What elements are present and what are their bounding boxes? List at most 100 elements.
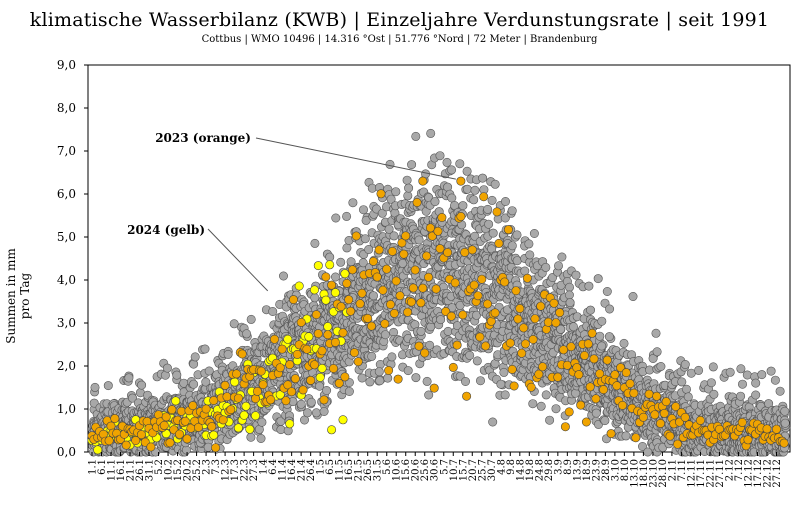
data-point-2023	[353, 357, 363, 367]
data-point-2023	[327, 280, 337, 290]
data-point-2023	[296, 317, 306, 327]
data-point-2023	[423, 272, 433, 282]
data-point	[296, 399, 306, 409]
data-point-2023	[281, 396, 291, 406]
data-point-2023	[256, 366, 266, 376]
y-tick-label: 9,0	[57, 58, 76, 72]
data-point	[780, 418, 790, 428]
data-point-2023	[298, 385, 308, 395]
data-point-2023	[665, 431, 675, 441]
data-point-2023	[555, 308, 565, 318]
data-point	[597, 316, 607, 326]
data-point-2023	[218, 415, 228, 425]
data-point	[585, 305, 595, 315]
y-tick-label: 5,0	[57, 230, 76, 244]
data-point	[200, 344, 210, 354]
data-point	[751, 378, 761, 388]
data-point	[430, 197, 440, 207]
data-point	[545, 415, 555, 425]
data-point-2023	[321, 272, 331, 282]
data-point	[780, 406, 790, 416]
data-point	[330, 272, 340, 282]
data-point-2023	[481, 341, 491, 351]
data-point	[374, 367, 384, 377]
data-point	[319, 406, 329, 416]
data-point	[416, 326, 426, 336]
data-point	[137, 380, 147, 390]
data-point	[204, 366, 214, 376]
data-point-2023	[467, 245, 477, 255]
data-point-2023	[625, 379, 635, 389]
data-point-2023	[661, 397, 671, 407]
data-point	[500, 390, 510, 400]
data-point	[278, 271, 288, 281]
data-point-2023	[435, 244, 445, 254]
data-point-2023	[610, 370, 620, 380]
data-point-2023	[410, 265, 420, 275]
data-point-2023	[269, 334, 279, 344]
data-point-2023	[222, 392, 232, 402]
data-point-2023	[104, 436, 114, 446]
data-point	[375, 376, 385, 386]
data-point	[342, 243, 352, 253]
data-point	[257, 417, 267, 427]
data-point-2023	[412, 198, 422, 208]
data-point	[360, 234, 370, 244]
data-point	[584, 281, 594, 291]
data-point	[422, 376, 432, 386]
data-point	[162, 363, 172, 373]
data-point-2024	[330, 288, 340, 298]
data-point-2023	[492, 207, 502, 217]
data-point-2023	[382, 264, 392, 274]
data-point	[426, 322, 436, 332]
data-point-2023	[482, 299, 492, 309]
data-point-2023	[522, 273, 532, 283]
data-point-2023	[564, 407, 574, 417]
data-point	[190, 352, 200, 362]
data-point-2023	[226, 405, 236, 415]
data-point	[512, 230, 522, 240]
data-point-2023	[576, 400, 586, 410]
data-point-2023	[458, 310, 468, 320]
data-point	[507, 206, 517, 216]
data-point-2023	[165, 438, 175, 448]
data-point	[447, 165, 457, 175]
data-point-2023	[288, 295, 298, 305]
data-point-2023	[176, 406, 186, 416]
data-point	[488, 417, 498, 427]
data-point-2023	[606, 429, 616, 439]
data-point-2023	[469, 280, 479, 290]
data-point	[680, 359, 690, 369]
data-point-2024	[285, 419, 295, 429]
data-point	[571, 270, 581, 280]
data-point-2023	[602, 355, 612, 365]
data-point-2023	[233, 393, 243, 403]
data-point-2023	[543, 317, 553, 327]
data-point	[89, 398, 99, 408]
data-point-2023	[384, 365, 394, 375]
data-point-2023	[477, 274, 487, 284]
data-point-2023	[494, 238, 504, 248]
data-point	[736, 391, 746, 401]
data-point	[628, 291, 638, 301]
data-point-2023	[110, 413, 120, 423]
data-point	[541, 262, 551, 272]
data-point-2023	[612, 381, 622, 391]
data-point	[426, 128, 436, 138]
data-point	[344, 386, 354, 396]
data-point-2023	[406, 297, 416, 307]
data-point-2023	[237, 349, 247, 359]
data-point-2023	[515, 303, 525, 313]
y-tick-label: 2,0	[57, 359, 76, 373]
data-point-2023	[252, 386, 262, 396]
data-point	[604, 332, 614, 342]
data-point	[487, 195, 497, 205]
data-point-2023	[275, 363, 285, 373]
data-point-2024	[239, 410, 249, 420]
data-point	[442, 157, 452, 167]
data-point-2023	[387, 246, 397, 256]
data-point	[570, 388, 580, 398]
data-point-2024	[317, 363, 327, 373]
data-point-2023	[175, 429, 185, 439]
